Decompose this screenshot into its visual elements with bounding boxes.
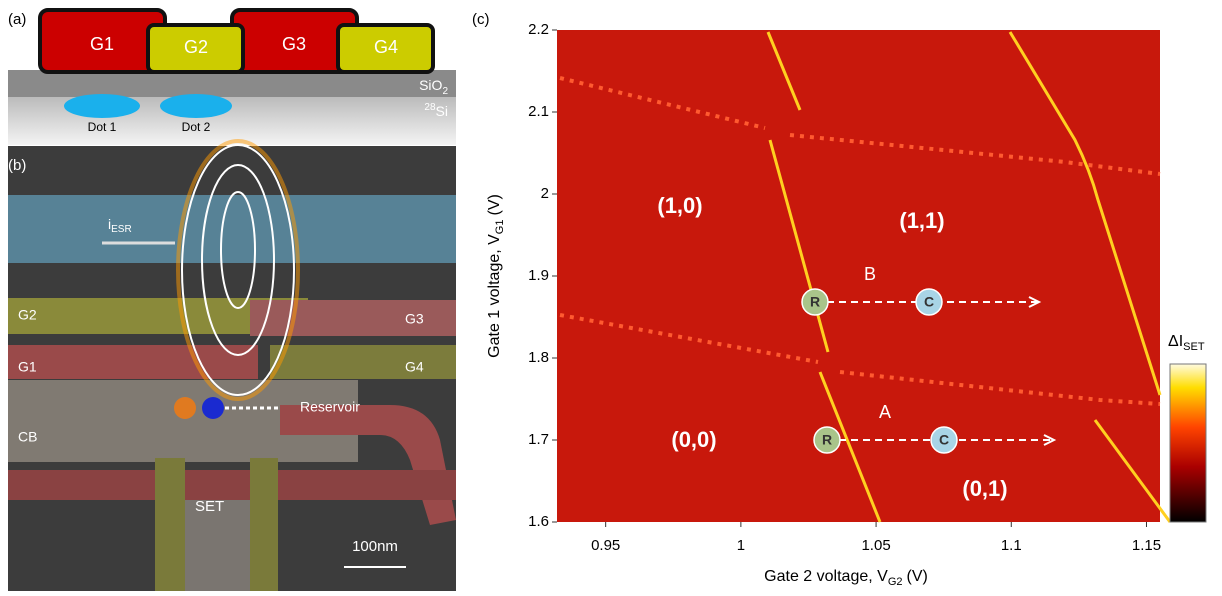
g1-gate xyxy=(8,345,258,379)
g3-gate xyxy=(250,300,456,336)
dot-label: Dot 1 xyxy=(88,120,117,134)
set-label: SET xyxy=(195,498,224,515)
x-tick-label: 0.95 xyxy=(591,537,620,554)
g4-gate xyxy=(270,345,456,379)
y-tick-label: 2.1 xyxy=(528,103,549,120)
x-tick-label: 1.15 xyxy=(1132,537,1161,554)
x-tick-label: 1 xyxy=(737,537,745,554)
annotation: (0,0) xyxy=(671,427,716,452)
gate-label: G2 xyxy=(18,307,37,323)
figure: (a) G1 G2 G3 G4 SiO2 28Si Dot 1 Dot 2 xyxy=(0,0,1222,591)
oxide-layer xyxy=(8,70,456,97)
colorbar xyxy=(1170,364,1206,522)
y-tick-label: 2 xyxy=(541,185,549,202)
y-tick-label: 2.2 xyxy=(528,21,549,38)
panel-label: (a) xyxy=(8,11,26,28)
dot xyxy=(160,94,232,118)
dot-label: Dot 2 xyxy=(182,120,211,134)
gate-label: G2 xyxy=(184,37,208,57)
x-tick-label: 1.1 xyxy=(1001,537,1022,554)
electron xyxy=(202,397,224,419)
panel-label: (c) xyxy=(472,11,490,28)
scale-label: 100nm xyxy=(352,538,398,555)
panel-b: (b) iESR G2 G3 G1 G4 CB Reservoir SET 10… xyxy=(8,141,456,591)
annotation: (1,1) xyxy=(899,208,944,233)
gate-label: G4 xyxy=(405,359,424,375)
marker-label: R xyxy=(822,432,832,448)
marker-label: C xyxy=(939,432,949,448)
esr-line xyxy=(8,195,456,263)
annotation: (0,1) xyxy=(962,476,1007,501)
colorbar-label: ΔISET xyxy=(1168,333,1205,353)
gate-label: G3 xyxy=(405,311,424,327)
gate-label: G4 xyxy=(374,37,398,57)
y-tick-label: 1.8 xyxy=(528,349,549,366)
y-tick-label: 1.9 xyxy=(528,267,549,284)
page: {"panel_labels": ["(a)", "(b)", "(c)"], … xyxy=(0,0,1222,596)
panel-c: (c) ΔISET Gate 2 voltage, VG2(V) Gate 1 … xyxy=(472,11,1206,588)
marker-label: C xyxy=(924,294,934,310)
panel-label: (b) xyxy=(8,157,26,174)
gate-label: CB xyxy=(18,429,37,445)
x-tick-label: 1.05 xyxy=(861,537,890,554)
x-axis-label: Gate 2 voltage, VG2(V) xyxy=(764,568,928,588)
annotation: A xyxy=(879,402,891,422)
annotation: (1,0) xyxy=(657,193,702,218)
y-tick-label: 1.7 xyxy=(528,431,549,448)
y-tick-label: 1.6 xyxy=(528,513,549,530)
gate-label: G1 xyxy=(90,34,114,54)
annotation: B xyxy=(864,264,876,284)
set-gate xyxy=(250,458,278,591)
gate-label: G1 xyxy=(18,359,37,375)
y-axis-label: Gate 1 voltage, VG1(V) xyxy=(486,194,506,358)
set-gate xyxy=(155,458,185,591)
lead xyxy=(8,470,456,500)
electron xyxy=(174,397,196,419)
gate-label: G3 xyxy=(282,34,306,54)
heatmap xyxy=(557,30,1160,522)
panel-a: (a) G1 G2 G3 G4 SiO2 28Si Dot 1 Dot 2 xyxy=(8,10,456,145)
dot xyxy=(64,94,140,118)
reservoir-label: Reservoir xyxy=(300,399,360,415)
marker-label: R xyxy=(810,294,820,310)
